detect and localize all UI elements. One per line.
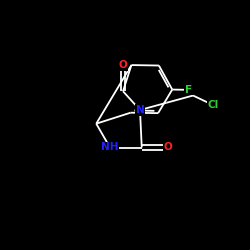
- Text: O: O: [164, 142, 172, 152]
- Text: Cl: Cl: [208, 100, 218, 110]
- Text: N: N: [136, 105, 144, 115]
- Text: F: F: [185, 85, 192, 95]
- Text: O: O: [119, 60, 128, 70]
- Text: NH: NH: [101, 142, 119, 152]
